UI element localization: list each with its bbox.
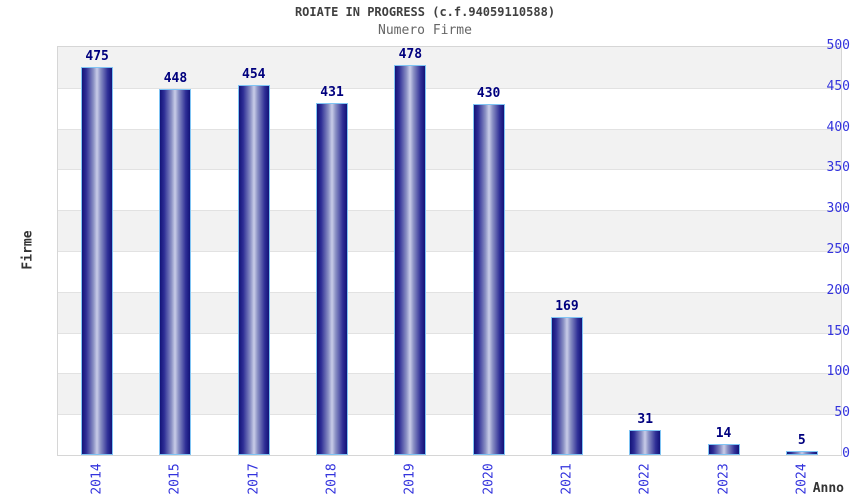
bar-value-label: 431 [320,85,344,101]
x-axis-title: Anno [812,481,844,496]
bar-2019 [394,64,427,455]
bar-2020 [472,104,505,455]
y-tick-label: 350 [826,160,850,176]
y-tick-label: 0 [842,446,850,461]
bar-value-label: 448 [163,71,188,87]
plot-band [58,47,841,88]
bar-2018 [316,103,349,455]
x-tick-label: 2014 [89,463,105,495]
plot-area: 475 448 454 431 478 430 169 31 14 5 [57,46,842,456]
bar-value-label: 31 [637,411,654,427]
bar-value-label: 169 [555,299,579,315]
x-tick-label: 2019 [402,463,418,495]
y-tick-label: 50 [834,405,850,421]
y-tick-label: 400 [826,119,850,135]
y-tick-label: 200 [826,282,850,298]
bar-value-label: 454 [242,66,266,82]
bar-2024 [785,450,818,455]
bar-2023 [707,443,740,455]
bar-value-label: 5 [797,432,806,448]
y-tick-label: 500 [826,38,850,53]
bar-2022 [629,429,662,455]
y-tick-label: 150 [826,323,850,339]
x-tick-label: 2018 [324,463,340,495]
bar-value-label: 430 [476,86,501,102]
y-axis-title: Firme [20,230,36,270]
x-tick-label: 2023 [716,463,732,495]
bar-2014 [81,67,114,455]
bar-value-label: 475 [85,49,109,65]
bar-value-label: 14 [715,425,732,441]
y-tick-label: 250 [826,242,850,257]
x-tick-label: 2020 [481,463,497,495]
x-tick-label: 2015 [167,463,183,495]
y-tick-label: 450 [826,78,850,94]
bar-2017 [237,84,270,455]
x-tick-label: 2017 [246,463,262,495]
chart-subtitle: Numero Firme [378,23,472,38]
bar-value-label: 478 [398,46,423,62]
bar-2021 [550,317,583,455]
x-tick-label: 2024 [794,463,810,495]
chart-title: ROIATE IN PROGRESS (c.f.94059110588) [294,5,556,19]
x-tick-label: 2022 [637,463,653,495]
x-tick-label: 2021 [559,463,575,495]
y-tick-label: 100 [826,364,850,380]
y-tick-label: 300 [826,201,850,217]
bar-2015 [159,89,192,455]
